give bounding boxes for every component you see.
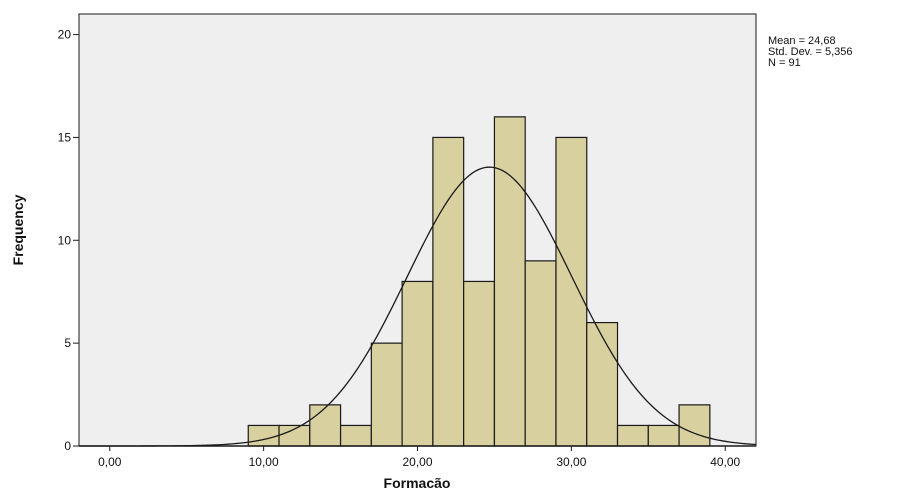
x-axis-title: Formacão	[384, 475, 451, 491]
histogram-bar-5	[401, 280, 434, 447]
histogram-bar-3	[339, 424, 372, 447]
histogram-bar-14	[678, 404, 711, 447]
histogram-bar-13	[647, 424, 680, 447]
histogram-bar-9	[524, 260, 557, 447]
histogram-bar-0	[247, 424, 280, 447]
y-tick-label-0: 0	[64, 439, 71, 453]
histogram-bars	[247, 116, 711, 447]
histogram-bar-4	[370, 342, 403, 447]
histogram-bar-2	[309, 404, 342, 447]
histogram-bar-11	[586, 321, 619, 447]
x-axis-ticks: 0,00 10,00 20,00 30,00 40,00	[98, 446, 741, 469]
histogram-bar-7	[463, 280, 496, 447]
histogram-bar-10	[555, 136, 588, 447]
stats-box: Mean = 24,68 Std. Dev. = 5,356 N = 91	[768, 35, 853, 69]
y-tick-label-1: 5	[64, 336, 71, 350]
y-tick-label-3: 15	[58, 130, 72, 144]
stats-std-dev: Std. Dev. = 5,356	[768, 46, 853, 58]
x-tick-label-1: 10,00	[249, 455, 279, 469]
x-tick-label-4: 40,00	[710, 455, 740, 469]
x-tick-label-3: 30,00	[556, 455, 586, 469]
stats-mean: Mean = 24,68	[768, 35, 836, 47]
y-tick-label-4: 20	[58, 28, 72, 42]
histogram-bar-6	[432, 136, 465, 447]
histogram-bar-12	[616, 424, 649, 447]
y-axis-ticks: 0 5 10 15 20	[58, 28, 79, 453]
histogram-bar-8	[493, 116, 526, 447]
y-tick-label-2: 10	[58, 233, 72, 247]
x-tick-label-2: 20,00	[402, 455, 432, 469]
x-tick-label-0: 0,00	[98, 455, 122, 469]
stats-n: N = 91	[768, 57, 801, 69]
y-axis-title: Frequency	[10, 194, 26, 265]
